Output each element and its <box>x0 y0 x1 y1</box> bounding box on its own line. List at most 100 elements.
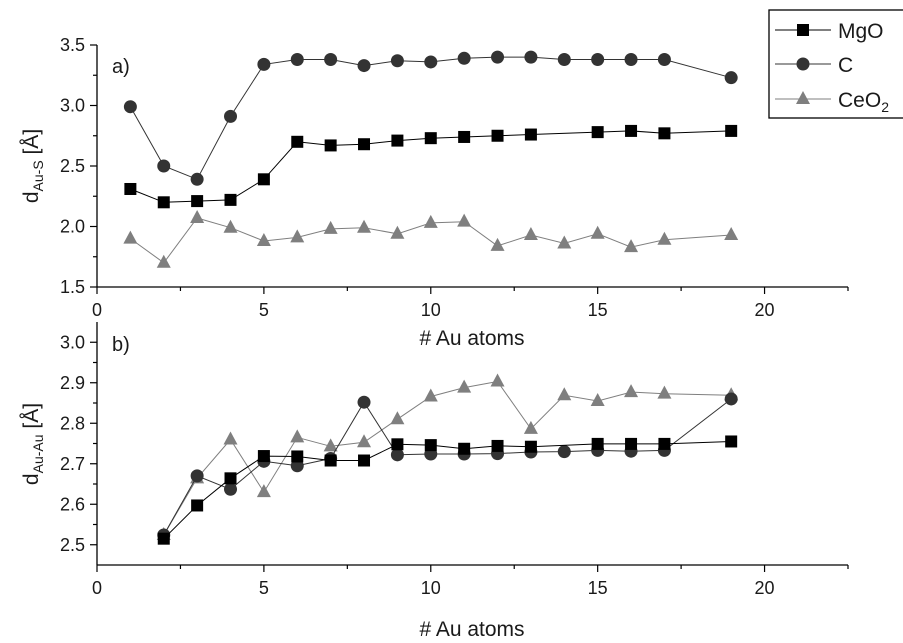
panel-a-series-ceo2-point <box>256 233 271 247</box>
panel-b-series-c-point <box>224 482 238 496</box>
panel-a-series-mgo-point <box>191 195 204 208</box>
legend-label-ceo2: CeO2 <box>838 89 889 115</box>
panel-b-series-ceo2-point <box>657 385 672 399</box>
panel-b-ticks: 0 5 10 15 20 2.5 2.6 2.7 2.8 2.9 3.0 <box>60 332 849 598</box>
panel-a-series-ceo2-point <box>190 210 205 224</box>
panel-b-y-tick-label: 2.7 <box>60 454 85 474</box>
panel-a-series-mgo-point <box>725 124 738 137</box>
panel-a-ylabel-sub: Au-S <box>30 160 46 191</box>
panel-a-series-ceo2-point <box>123 230 138 244</box>
panel-b-series-c-point <box>190 469 204 483</box>
panel-a-series-c-point <box>591 53 605 67</box>
panel-b-series-ceo2-point <box>323 438 338 452</box>
panel-a-series-c-point <box>123 100 137 114</box>
panel-b-y-tick-label: 3.0 <box>60 332 85 352</box>
panel-a-series-ceo2-point <box>423 214 438 228</box>
panel-b-series-mgo-point <box>257 450 270 463</box>
panel-a-series-c-point <box>724 71 738 85</box>
panel-a-series-ceo2-point <box>357 219 372 233</box>
panel-a-series-c-point <box>290 53 304 67</box>
panel-b-series-ceo2-point <box>624 384 639 398</box>
panel-b-series-c <box>157 392 738 542</box>
legend-label-c: C <box>838 54 853 77</box>
panel-a-series-ceo2-point <box>523 226 538 240</box>
panel-b-y-axis-title: dAu-Au [Å] <box>20 403 46 485</box>
panel-a-series-ceo2-point <box>290 229 305 243</box>
panel-b-series-c-line <box>163 398 732 536</box>
panel-b-x-tick-label: 0 <box>92 578 102 598</box>
panel-b-y-tick-label: 2.8 <box>60 413 85 433</box>
panel-a-series-mgo-point <box>257 173 270 186</box>
panel-b-series-mgo-point <box>157 532 170 545</box>
panel-b-y-tick-label: 2.5 <box>60 535 85 555</box>
panel-b-series-ceo2-point <box>256 484 271 498</box>
panel-a-series-mgo-point <box>157 196 170 209</box>
panel-a-series-mgo-point <box>591 126 604 139</box>
panel-b-label: b) <box>112 334 130 356</box>
panel-a-ylabel-base: d <box>20 191 43 203</box>
panel-b-series-mgo-point <box>358 454 371 467</box>
panel-b-series-mgo <box>157 435 738 545</box>
panel-a-series-mgo-point <box>324 139 337 152</box>
panel-b-series-ceo2-line <box>163 380 732 536</box>
panel-a-series-c-point <box>390 54 404 68</box>
panel-b-series-mgo-point <box>591 437 604 450</box>
panel-a-series-ceo2-point <box>624 239 639 253</box>
panel-a-y-axis-title: dAu-S [Å] <box>20 129 46 203</box>
panel-b-series-mgo-point <box>524 440 537 453</box>
panel-a-x-tick-label: 5 <box>259 300 269 320</box>
panel-a-series-c-point <box>257 57 271 71</box>
panel-b-series-mgo-point <box>725 435 738 448</box>
panel-a-series-ceo2-point <box>323 220 338 234</box>
panel-b-series-ceo2-point <box>390 411 405 425</box>
panel-b-series-ceo2-point <box>223 431 238 445</box>
legend-entry-mgo: MgO <box>775 20 884 43</box>
panel-a-series-c-point <box>624 53 638 67</box>
panel-b-ylabel-unit: [Å] <box>20 403 43 435</box>
panel-a-series-ceo2-point <box>457 213 472 227</box>
panel-b-series-mgo-line <box>163 441 732 540</box>
panel-a-series-c-point <box>324 53 338 67</box>
panel-a-series-ceo2-point <box>557 235 572 249</box>
panel-b-series-mgo-point <box>391 438 404 451</box>
panel-a-series-mgo-point <box>458 130 471 143</box>
panel-b-x-tick-label: 20 <box>755 578 775 598</box>
legend-label-mgo: MgO <box>838 20 884 43</box>
panel-b-ylabel-sub: Au-Au <box>30 434 46 473</box>
panel-b-series-ceo2-point <box>490 373 505 387</box>
panel-b-series-ceo2-point <box>523 420 538 434</box>
panel-b-series-ceo2-point <box>290 429 305 443</box>
panel-b-series-mgo-point <box>625 437 638 450</box>
panel-a-series-mgo-point <box>391 134 404 147</box>
panel-b-series-mgo-point <box>491 439 504 452</box>
panel-a-y-tick-label: 3.5 <box>60 35 85 55</box>
panel-b-series-mgo-point <box>424 439 437 452</box>
panel-b-series-ceo2-point <box>423 388 438 402</box>
legend-marker-mgo <box>797 24 809 36</box>
panel-a-series-ceo2-point <box>156 254 171 268</box>
panel-b-series-c-point <box>557 445 571 459</box>
panel-b-x-tick-label: 15 <box>588 578 608 598</box>
panel-b-series-mgo-point <box>658 437 671 450</box>
panel-a-series-mgo-point <box>424 132 437 145</box>
panel-a-series-ceo2-point <box>590 225 605 239</box>
panel-b-series-ceo2-point <box>590 392 605 406</box>
legend-label-ceo2-sub: 2 <box>881 99 889 115</box>
panel-b-series-mgo-point <box>324 454 337 467</box>
panel-a-x-tick-label: 20 <box>755 300 775 320</box>
panel-a-series-ceo2-point <box>223 219 238 233</box>
panel-a-series-mgo <box>124 124 738 209</box>
panel-a-series-mgo-point <box>124 182 137 195</box>
panel-a-series-c-point <box>457 51 471 65</box>
panel-a-series-c-point <box>524 50 538 64</box>
panel-b-series-ceo2 <box>156 373 739 541</box>
legend: MgO C CeO2 <box>768 9 903 119</box>
panel-a-series-ceo2-point <box>490 237 505 251</box>
panel-a-series-c-point <box>157 159 171 173</box>
panel-b-series <box>156 373 739 545</box>
panel-a-series-c-point <box>357 59 371 73</box>
panel-a-series-mgo-point <box>358 138 371 151</box>
panel-b-series-mgo-point <box>191 499 204 512</box>
panel-b-x-tick-label: 5 <box>259 578 269 598</box>
